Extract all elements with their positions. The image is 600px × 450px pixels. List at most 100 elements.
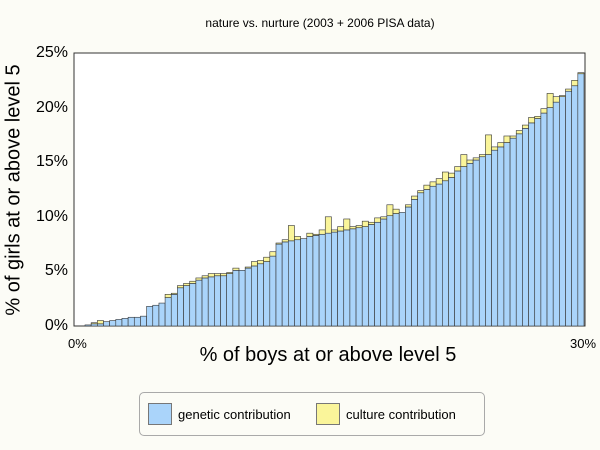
legend-item-culture: culture contribution: [316, 403, 456, 425]
bar-genetic: [374, 221, 382, 327]
bar-genetic: [454, 170, 462, 327]
legend-item-genetic: genetic contribution: [148, 403, 291, 425]
bar-culture: [392, 208, 400, 214]
y-tick-label: 10%: [35, 207, 68, 225]
bar-genetic: [115, 319, 123, 327]
bar-genetic: [90, 323, 98, 327]
bar-genetic: [392, 213, 400, 327]
bar-culture: [207, 273, 215, 278]
bar-genetic: [411, 199, 418, 327]
bar-genetic: [318, 233, 326, 327]
y-tick-label: 20%: [35, 98, 68, 116]
bar-culture: [435, 178, 443, 185]
bar-culture: [478, 154, 486, 158]
bar-genetic: [546, 107, 554, 327]
bar-culture: [337, 226, 345, 232]
bar-genetic: [417, 192, 425, 327]
bar-culture: [405, 204, 412, 208]
bar-genetic: [448, 177, 455, 327]
bar-culture: [90, 322, 98, 325]
bar-culture: [454, 166, 462, 172]
chart-title: nature vs. nurture (2003 + 2006 PISA dat…: [205, 16, 435, 30]
bar-culture: [442, 171, 449, 182]
bar-culture: [466, 159, 474, 164]
bar-genetic: [509, 137, 517, 327]
bar-culture: [411, 195, 418, 200]
bar-culture: [361, 220, 369, 227]
bar-genetic: [263, 261, 271, 327]
bar-genetic: [146, 306, 154, 327]
bar-culture: [552, 96, 560, 103]
bar-culture: [97, 320, 104, 325]
x-tick-label: 0%: [68, 336, 87, 351]
bar-culture: [528, 117, 536, 124]
bar-genetic: [423, 189, 431, 327]
bar-culture: [244, 266, 252, 269]
bar-culture: [343, 218, 351, 231]
bar-culture: [355, 225, 363, 229]
bar-genetic: [312, 235, 320, 327]
bar-culture: [306, 232, 314, 237]
bar-genetic: [528, 122, 536, 327]
bar-culture: [503, 135, 511, 143]
bar-culture: [263, 256, 271, 262]
bar-culture: [534, 116, 542, 119]
bar-genetic: [491, 149, 499, 327]
bar-culture: [491, 146, 499, 151]
bar-genetic: [522, 128, 529, 327]
bar-genetic: [195, 279, 203, 327]
x-tick-label: 30%: [570, 336, 597, 351]
bar-genetic: [281, 241, 289, 327]
bar-culture: [226, 272, 234, 274]
bar-genetic: [189, 283, 197, 327]
bar-culture: [294, 236, 301, 241]
bar-genetic: [306, 236, 314, 327]
bar-culture: [423, 184, 431, 190]
bar-genetic: [97, 323, 104, 327]
bar-culture: [318, 229, 326, 235]
bar-culture: [251, 261, 258, 267]
bar-genetic: [552, 101, 560, 327]
bar-culture: [195, 277, 203, 281]
bar-culture: [571, 80, 579, 87]
y-tick-label: 15%: [35, 153, 68, 171]
bar-culture: [275, 242, 283, 245]
bar-genetic: [121, 318, 129, 327]
bar-genetic: [158, 302, 166, 327]
bar-genetic: [109, 320, 117, 327]
bar-genetic: [84, 324, 92, 327]
bar-genetic: [361, 226, 369, 327]
bar-culture: [497, 142, 505, 148]
bar-genetic: [214, 275, 221, 327]
bar-genetic: [140, 315, 147, 327]
legend: genetic contribution culture contributio…: [139, 392, 485, 436]
legend-swatch-genetic: [148, 403, 172, 425]
bar-culture: [220, 273, 227, 277]
bar-culture: [189, 280, 197, 284]
bar-culture: [515, 130, 523, 135]
bar-culture: [509, 135, 517, 139]
bar-genetic: [226, 273, 234, 327]
bar-genetic: [244, 267, 252, 327]
bar-genetic: [405, 206, 412, 327]
bar-culture: [257, 260, 264, 265]
bar-genetic: [164, 297, 172, 327]
bar-genetic: [127, 316, 135, 327]
bar-genetic: [466, 162, 474, 327]
bar-genetic: [238, 270, 246, 327]
bar-genetic: [232, 270, 240, 327]
bar-genetic: [429, 185, 437, 327]
bar-genetic: [380, 218, 388, 327]
bar-genetic: [331, 231, 338, 327]
bar-genetic: [435, 183, 443, 327]
legend-label-culture: culture contribution: [346, 406, 456, 422]
bar-genetic: [503, 142, 511, 327]
bars-group: [84, 72, 585, 327]
bar-genetic: [442, 180, 449, 327]
bar-culture: [232, 267, 240, 271]
bar-genetic: [170, 294, 178, 327]
bar-culture: [429, 181, 437, 187]
bar-culture: [522, 124, 529, 129]
bar-culture: [331, 229, 338, 233]
bar-genetic: [275, 243, 283, 327]
